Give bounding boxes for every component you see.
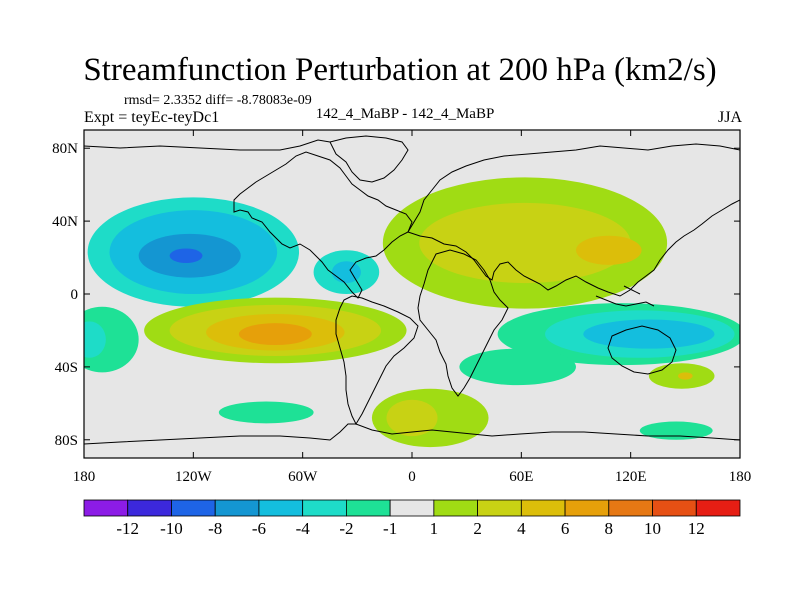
y-tick-label: 0 — [71, 287, 79, 303]
colorbar-swatch — [214, 499, 260, 517]
colorbar-label: -2 — [339, 519, 353, 538]
colorbar-swatch — [520, 499, 566, 517]
contour-region — [218, 401, 314, 424]
colorbar: -12 -10 -8 -6 -4 -2 -1 1 2 4 6 8 10 12 — [83, 499, 741, 538]
colorbar-swatch — [652, 499, 697, 517]
x-tick-label: 120E — [615, 469, 647, 485]
x-tick-label: 180 — [729, 469, 752, 485]
contour-region — [331, 261, 361, 284]
colorbar-label: 1 — [430, 519, 439, 538]
contour-region — [84, 321, 106, 358]
colorbar-swatch — [83, 499, 129, 517]
colorbar-swatch — [345, 499, 391, 517]
contour-fills — [84, 177, 740, 448]
contour-region — [238, 323, 312, 346]
coastline-africa — [417, 249, 509, 397]
coastline-australia — [607, 325, 677, 375]
colorbar-label: 12 — [688, 519, 705, 538]
y-tick-label: 40S — [55, 360, 78, 376]
colorbar-swatch — [695, 499, 741, 517]
experiment-label: Expt = teyEc-teyDc1 — [84, 109, 220, 126]
colorbar-swatch — [171, 499, 216, 517]
coastline-eurasia-africa — [407, 143, 740, 297]
coastline-south-america — [335, 295, 419, 426]
contour-region — [169, 248, 203, 264]
x-tick-label: 120W — [175, 469, 213, 485]
y-tick-label: 40N — [52, 214, 78, 230]
colorbar-swatch — [258, 499, 304, 517]
colorbar-label: -1 — [383, 519, 397, 538]
colorbar-label: 6 — [561, 519, 570, 538]
colorbar-label: -6 — [252, 519, 266, 538]
x-tick-label: 180 — [73, 469, 96, 485]
contour-region — [639, 421, 713, 440]
contour-region — [386, 399, 438, 437]
colorbar-label: -10 — [160, 519, 183, 538]
coastline-north-america — [233, 151, 413, 299]
colorbar-swatch — [608, 499, 653, 517]
colorbar-swatch — [477, 499, 522, 517]
coastline-greenland — [329, 135, 409, 183]
axis-ticks: 180 120W 60W 0 60E 120E 180 80N 40N 0 40S 80S — [52, 130, 751, 485]
colorbar-label: 2 — [473, 519, 482, 538]
colorbar-swatch — [389, 499, 435, 517]
contour-region — [419, 202, 631, 284]
colorbar-label: 8 — [605, 519, 614, 538]
coastline-arctic-islands — [84, 139, 331, 151]
season-label: JJA — [718, 109, 743, 126]
colorbar-label: -12 — [116, 519, 139, 538]
coastline-antarctica — [84, 423, 740, 445]
contour-region — [84, 306, 139, 373]
contour-region — [678, 372, 693, 380]
map-title: Streamfunction Perturbation at 200 hPa (… — [83, 52, 717, 88]
colorbar-label: 10 — [644, 519, 661, 538]
colorbar-swatch — [302, 499, 347, 517]
colorbar-swatch — [127, 499, 172, 517]
coastlines — [84, 135, 740, 445]
colorbar-label: -8 — [208, 519, 222, 538]
x-tick-label: 60E — [509, 469, 533, 485]
coastline-sea-islands — [595, 285, 655, 307]
case-label: 142_4_MaBP - 142_4_MaBP — [315, 106, 495, 122]
contour-region — [583, 319, 715, 349]
colorbar-swatch — [564, 499, 610, 517]
colorbar-swatch — [433, 499, 479, 517]
colorbar-label: -4 — [296, 519, 311, 538]
stats-text: rmsd= 2.3352 diff= -8.78083e-09 — [124, 93, 312, 108]
y-tick-label: 80N — [52, 141, 78, 157]
contour-region — [459, 348, 576, 386]
contour-region — [576, 235, 642, 265]
y-tick-label: 80S — [55, 433, 78, 449]
colorbar-label: 4 — [517, 519, 526, 538]
x-tick-label: 60W — [288, 469, 318, 485]
x-tick-label: 0 — [408, 469, 416, 485]
